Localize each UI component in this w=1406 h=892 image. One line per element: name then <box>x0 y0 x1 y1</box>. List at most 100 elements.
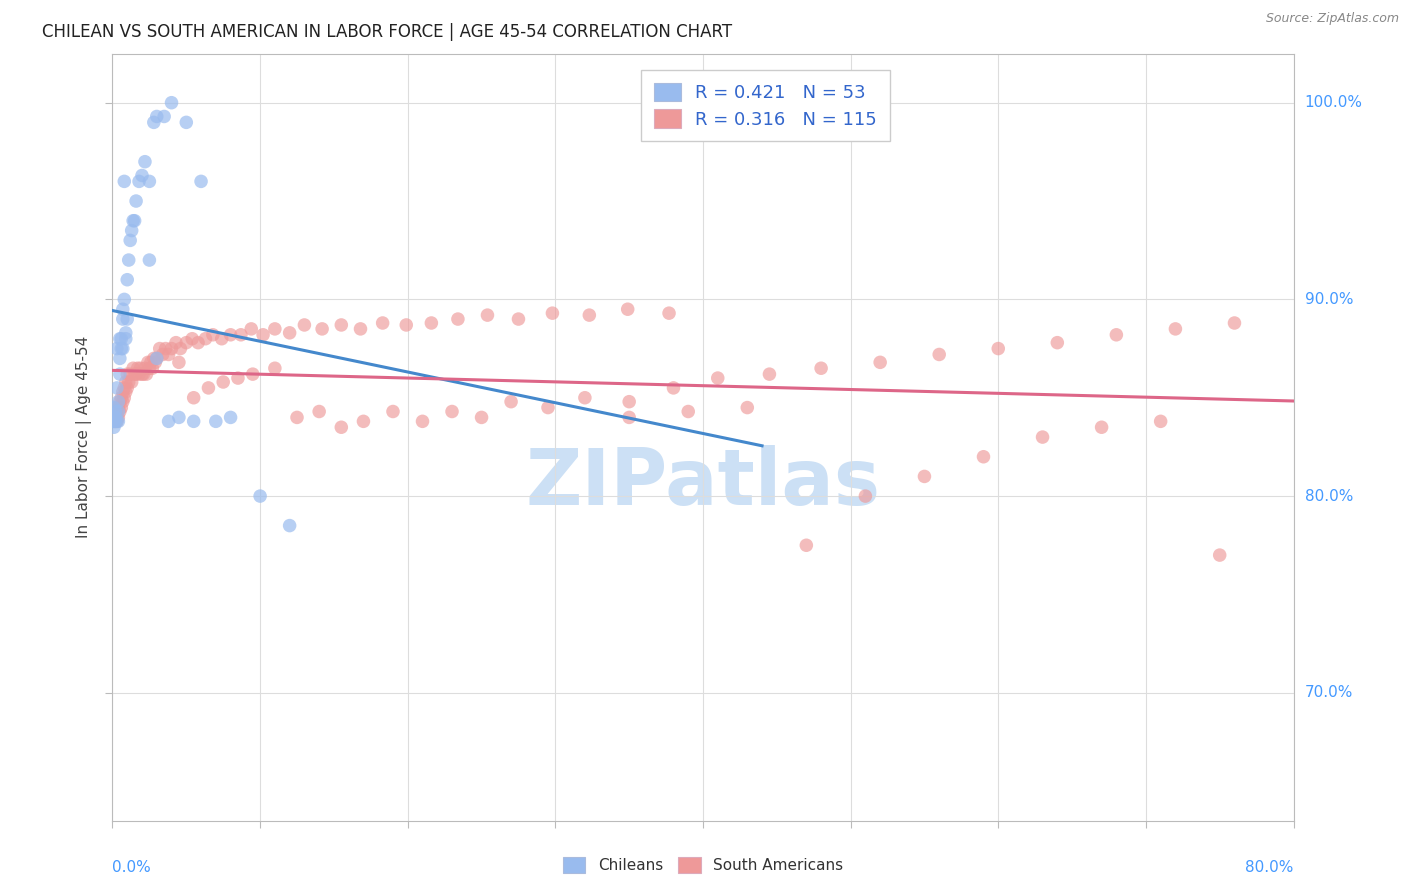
Point <box>107 401 129 415</box>
Point <box>1208 548 1232 562</box>
Point <box>125 194 148 208</box>
Point <box>477 308 499 322</box>
Point <box>1032 430 1054 444</box>
Point <box>869 355 891 369</box>
Point <box>160 342 183 356</box>
Point <box>1150 414 1173 428</box>
Point <box>219 410 242 425</box>
Point <box>973 450 995 464</box>
Text: Source: ZipAtlas.com: Source: ZipAtlas.com <box>1265 12 1399 25</box>
Point <box>146 351 169 366</box>
Point <box>212 375 235 389</box>
Point <box>183 391 205 405</box>
Point <box>420 316 443 330</box>
Point <box>508 312 530 326</box>
Point <box>264 361 287 376</box>
Point <box>678 404 700 418</box>
Point <box>616 302 638 317</box>
Point <box>118 375 141 389</box>
Point <box>114 384 136 399</box>
Point <box>447 312 470 326</box>
Point <box>131 367 153 381</box>
Point <box>107 410 129 425</box>
Point <box>122 361 145 376</box>
Point <box>1164 322 1187 336</box>
Point <box>118 253 141 268</box>
Point <box>105 414 128 428</box>
Point <box>110 332 132 346</box>
Point <box>249 489 271 503</box>
Point <box>108 351 131 366</box>
Text: CHILEAN VS SOUTH AMERICAN IN LABOR FORCE | AGE 45-54 CORRELATION CHART: CHILEAN VS SOUTH AMERICAN IN LABOR FORCE… <box>42 23 731 41</box>
Point <box>104 414 127 428</box>
Point <box>174 115 197 129</box>
Point <box>758 367 780 381</box>
Point <box>117 273 138 287</box>
Point <box>129 361 152 376</box>
Point <box>104 414 127 428</box>
Point <box>108 394 131 409</box>
Point <box>157 414 180 428</box>
Point <box>104 410 127 425</box>
Point <box>470 410 494 425</box>
Point <box>226 371 249 385</box>
Point <box>187 335 209 350</box>
Point <box>928 347 950 361</box>
Point <box>120 233 142 247</box>
Point <box>121 375 143 389</box>
Point <box>105 414 128 428</box>
Point <box>352 414 374 428</box>
Text: 90.0%: 90.0% <box>1305 292 1353 307</box>
Point <box>135 367 157 381</box>
Point <box>114 375 136 389</box>
Point <box>105 381 128 395</box>
Point <box>240 322 263 336</box>
Point <box>125 367 148 381</box>
Point <box>152 347 174 361</box>
Point <box>737 401 759 415</box>
Point <box>371 316 394 330</box>
Point <box>796 538 818 552</box>
Point <box>104 404 127 418</box>
Point <box>124 367 146 381</box>
Point <box>111 384 134 399</box>
Point <box>330 420 353 434</box>
Point <box>292 318 315 332</box>
Point <box>160 95 183 110</box>
Point <box>128 367 150 381</box>
Point <box>108 332 131 346</box>
Point <box>574 391 596 405</box>
Point <box>112 391 135 405</box>
Point <box>103 414 125 428</box>
Point <box>541 306 564 320</box>
Point <box>105 401 128 415</box>
Legend: R = 0.421   N = 53, R = 0.316   N = 115: R = 0.421 N = 53, R = 0.316 N = 115 <box>641 70 890 142</box>
Point <box>662 381 685 395</box>
Point <box>153 110 176 124</box>
Point <box>219 327 242 342</box>
Point <box>124 213 146 227</box>
Point <box>105 410 128 425</box>
Point <box>146 110 169 124</box>
Point <box>285 410 308 425</box>
Point <box>103 414 125 428</box>
Point <box>138 174 160 188</box>
Point <box>111 342 134 356</box>
Point <box>142 115 165 129</box>
Point <box>619 410 641 425</box>
Point <box>229 327 252 342</box>
Point <box>117 381 138 395</box>
Point <box>181 332 204 346</box>
Point <box>122 213 145 227</box>
Point <box>142 351 165 366</box>
Point <box>138 253 160 268</box>
Point <box>330 318 353 332</box>
Point <box>111 312 134 326</box>
Point <box>110 342 132 356</box>
Point <box>264 322 287 336</box>
Point <box>205 414 228 428</box>
Point <box>578 308 600 322</box>
Point <box>169 342 191 356</box>
Point <box>111 302 134 317</box>
Point <box>146 351 169 366</box>
